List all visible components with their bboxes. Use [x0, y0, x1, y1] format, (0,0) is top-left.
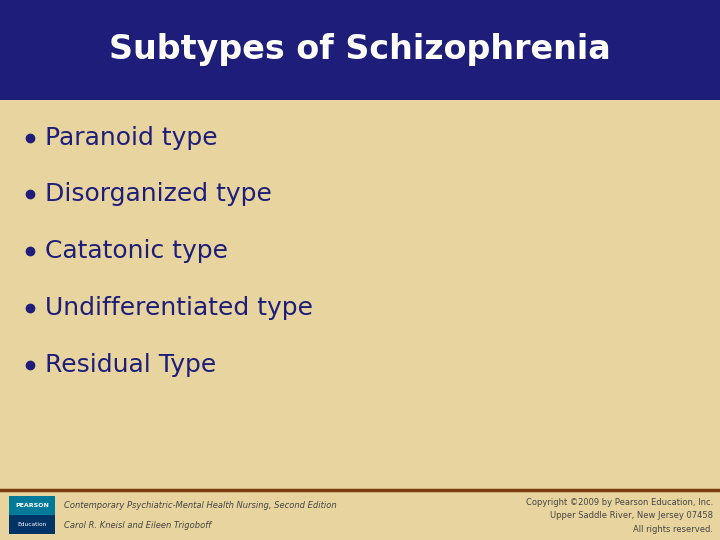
Text: All rights reserved.: All rights reserved.: [633, 525, 713, 535]
Bar: [0, 490, 720, 540]
Text: PEARSON: PEARSON: [15, 503, 49, 508]
Text: Catatonic type: Catatonic type: [45, 239, 228, 263]
Text: Copyright ©2009 by Pearson Education, Inc.: Copyright ©2009 by Pearson Education, In…: [526, 498, 713, 507]
Text: Residual Type: Residual Type: [45, 353, 216, 376]
Text: Paranoid type: Paranoid type: [45, 126, 217, 150]
Text: Subtypes of Schizophrenia: Subtypes of Schizophrenia: [109, 33, 611, 66]
Text: Undifferentiated type: Undifferentiated type: [45, 296, 312, 320]
Text: Disorganized type: Disorganized type: [45, 183, 271, 206]
Text: Carol R. Kneisl and Eileen Trigoboff: Carol R. Kneisl and Eileen Trigoboff: [64, 522, 212, 530]
Text: Education: Education: [17, 522, 47, 527]
Bar: [9, 515, 55, 534]
Bar: [0, 0, 720, 100]
Bar: [9, 496, 55, 515]
Text: Upper Saddle River, New Jersey 07458: Upper Saddle River, New Jersey 07458: [550, 511, 713, 521]
Text: Contemporary Psychiatric-Mental Health Nursing, Second Edition: Contemporary Psychiatric-Mental Health N…: [64, 501, 337, 510]
